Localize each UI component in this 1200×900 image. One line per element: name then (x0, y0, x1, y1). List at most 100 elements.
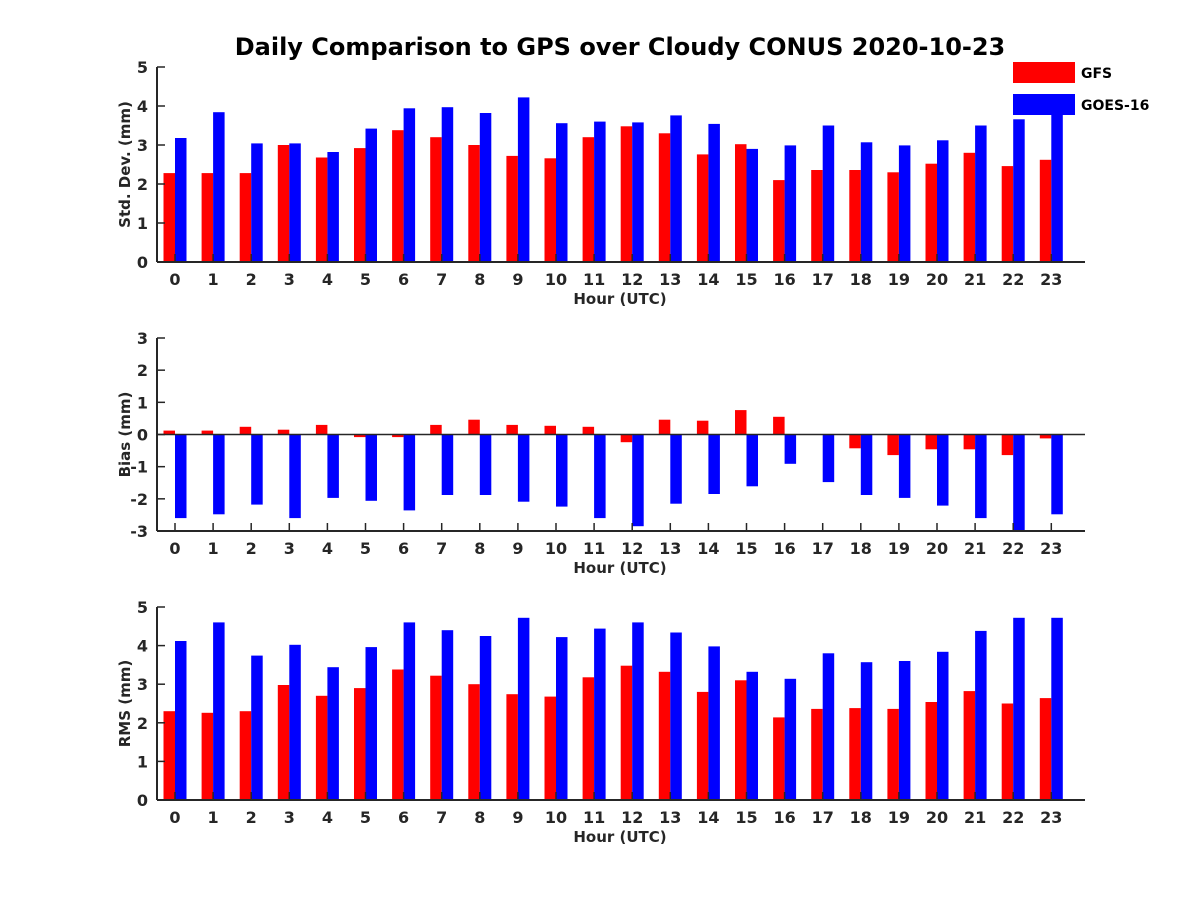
bar-goes16-hour-13 (670, 434, 682, 504)
x-tick-label: 14 (697, 270, 719, 289)
bar-gfs-hour-20 (925, 163, 937, 262)
bar-gfs-hour-6 (392, 130, 404, 262)
bar-goes16-hour-12 (632, 622, 644, 800)
bar-goes16-hour-8 (479, 434, 492, 495)
bar-goes16-hour-14 (708, 123, 720, 263)
x-tick-label: 16 (773, 270, 795, 289)
bar-gfs-hour-3 (277, 685, 290, 800)
bar-goes16-hour-15 (746, 434, 758, 487)
bar-goes16-hour-18 (860, 434, 873, 495)
y-tick-label: 3 (137, 136, 148, 155)
bar-gfs-hour-12 (620, 126, 633, 262)
bar-gfs-hour-18 (849, 434, 861, 449)
bar-gfs-hour-18 (849, 170, 861, 262)
bar-goes16-hour-12 (632, 434, 644, 527)
bar-gfs-hour-19 (887, 434, 899, 456)
bar-gfs-hour-13 (658, 671, 671, 800)
y-tick-label: 5 (137, 58, 148, 77)
x-tick-label: 15 (735, 539, 757, 558)
y-tick-label: 1 (137, 214, 148, 233)
x-tick-label: 6 (398, 539, 409, 558)
bar-goes16-hour-21 (975, 125, 987, 262)
bar-gfs-hour-0 (163, 430, 175, 435)
bar-gfs-hour-22 (1001, 166, 1014, 262)
x-tick-label: 0 (169, 539, 180, 558)
legend-label-goes16: GOES-16 (1081, 98, 1149, 114)
bar-goes16-hour-3 (289, 434, 301, 519)
bar-gfs-hour-22 (1001, 434, 1014, 456)
x-tick-label: 9 (512, 808, 523, 827)
bar-goes16-hour-2 (251, 434, 263, 505)
bar-goes16-hour-9 (517, 97, 530, 263)
x-tick-label: 11 (583, 270, 605, 289)
bar-gfs-hour-8 (468, 419, 480, 435)
y-tick-label: 0 (137, 791, 148, 810)
y-tick-label: 0 (137, 426, 148, 445)
legend-label-gfs: GFS (1081, 66, 1112, 82)
x-tick-label: 2 (246, 539, 257, 558)
x-tick-label: 17 (812, 808, 834, 827)
bar-goes16-hour-2 (251, 143, 263, 262)
x-tick-label: 4 (322, 270, 333, 289)
bar-gfs-hour-9 (506, 694, 518, 800)
x-tick-label: 8 (474, 539, 485, 558)
bar-goes16-hour-3 (289, 143, 301, 262)
y-tick-label: 2 (137, 361, 148, 380)
x-tick-label: 4 (322, 539, 333, 558)
bar-goes16-hour-20 (937, 434, 949, 506)
bar-gfs-hour-6 (392, 434, 404, 438)
bar-goes16-hour-7 (441, 630, 454, 800)
x-tick-label: 0 (169, 808, 180, 827)
x-tick-label: 2 (246, 270, 257, 289)
bar-gfs-hour-4 (315, 424, 328, 435)
bar-gfs-hour-1 (201, 430, 214, 435)
y-tick-label: 4 (137, 637, 148, 656)
bar-goes16-hour-15 (746, 148, 758, 262)
bar-gfs-hour-11 (582, 137, 595, 262)
bar-goes16-hour-21 (975, 434, 987, 519)
bar-goes16-hour-9 (517, 434, 530, 502)
x-tick-label: 18 (850, 808, 872, 827)
y-axis-label: RMS (mm) (116, 660, 134, 747)
x-tick-label: 0 (169, 270, 180, 289)
x-tick-label: 12 (621, 539, 643, 558)
x-axis-label: Hour (UTC) (573, 828, 666, 846)
bar-gfs-hour-19 (887, 172, 899, 262)
x-axis-label: Hour (UTC) (573, 290, 666, 308)
bar-gfs-hour-0 (163, 711, 175, 800)
bar-goes16-hour-17 (822, 434, 835, 483)
bar-gfs-hour-11 (582, 677, 595, 800)
x-tick-label: 19 (888, 539, 910, 558)
bar-gfs-hour-15 (735, 410, 747, 435)
bar-goes16-hour-15 (746, 671, 758, 800)
bar-goes16-hour-17 (822, 125, 835, 262)
x-tick-label: 14 (697, 539, 719, 558)
bar-goes16-hour-5 (365, 647, 377, 800)
bar-gfs-hour-16 (773, 717, 785, 800)
bar-gfs-hour-18 (849, 708, 861, 800)
x-tick-label: 2 (246, 808, 257, 827)
bar-goes16-hour-7 (441, 434, 454, 495)
x-tick-label: 23 (1040, 270, 1062, 289)
x-tick-label: 1 (208, 270, 219, 289)
bar-goes16-hour-1 (213, 434, 225, 515)
x-tick-label: 6 (398, 270, 409, 289)
bar-goes16-hour-4 (327, 152, 339, 262)
bar-goes16-hour-2 (251, 655, 263, 800)
y-tick-label: 5 (137, 598, 148, 617)
bar-goes16-hour-22 (1013, 119, 1025, 262)
y-tick-label: 3 (137, 329, 148, 348)
x-tick-label: 22 (1002, 808, 1024, 827)
x-tick-label: 23 (1040, 539, 1062, 558)
bar-gfs-hour-13 (658, 133, 671, 262)
bar-gfs-hour-2 (239, 173, 252, 262)
bar-goes16-hour-20 (937, 140, 949, 262)
bar-goes16-hour-23 (1051, 434, 1063, 515)
x-tick-label: 19 (888, 270, 910, 289)
x-tick-label: 22 (1002, 539, 1024, 558)
bar-goes16-hour-19 (898, 434, 911, 498)
x-tick-label: 3 (284, 539, 295, 558)
x-tick-label: 12 (621, 808, 643, 827)
